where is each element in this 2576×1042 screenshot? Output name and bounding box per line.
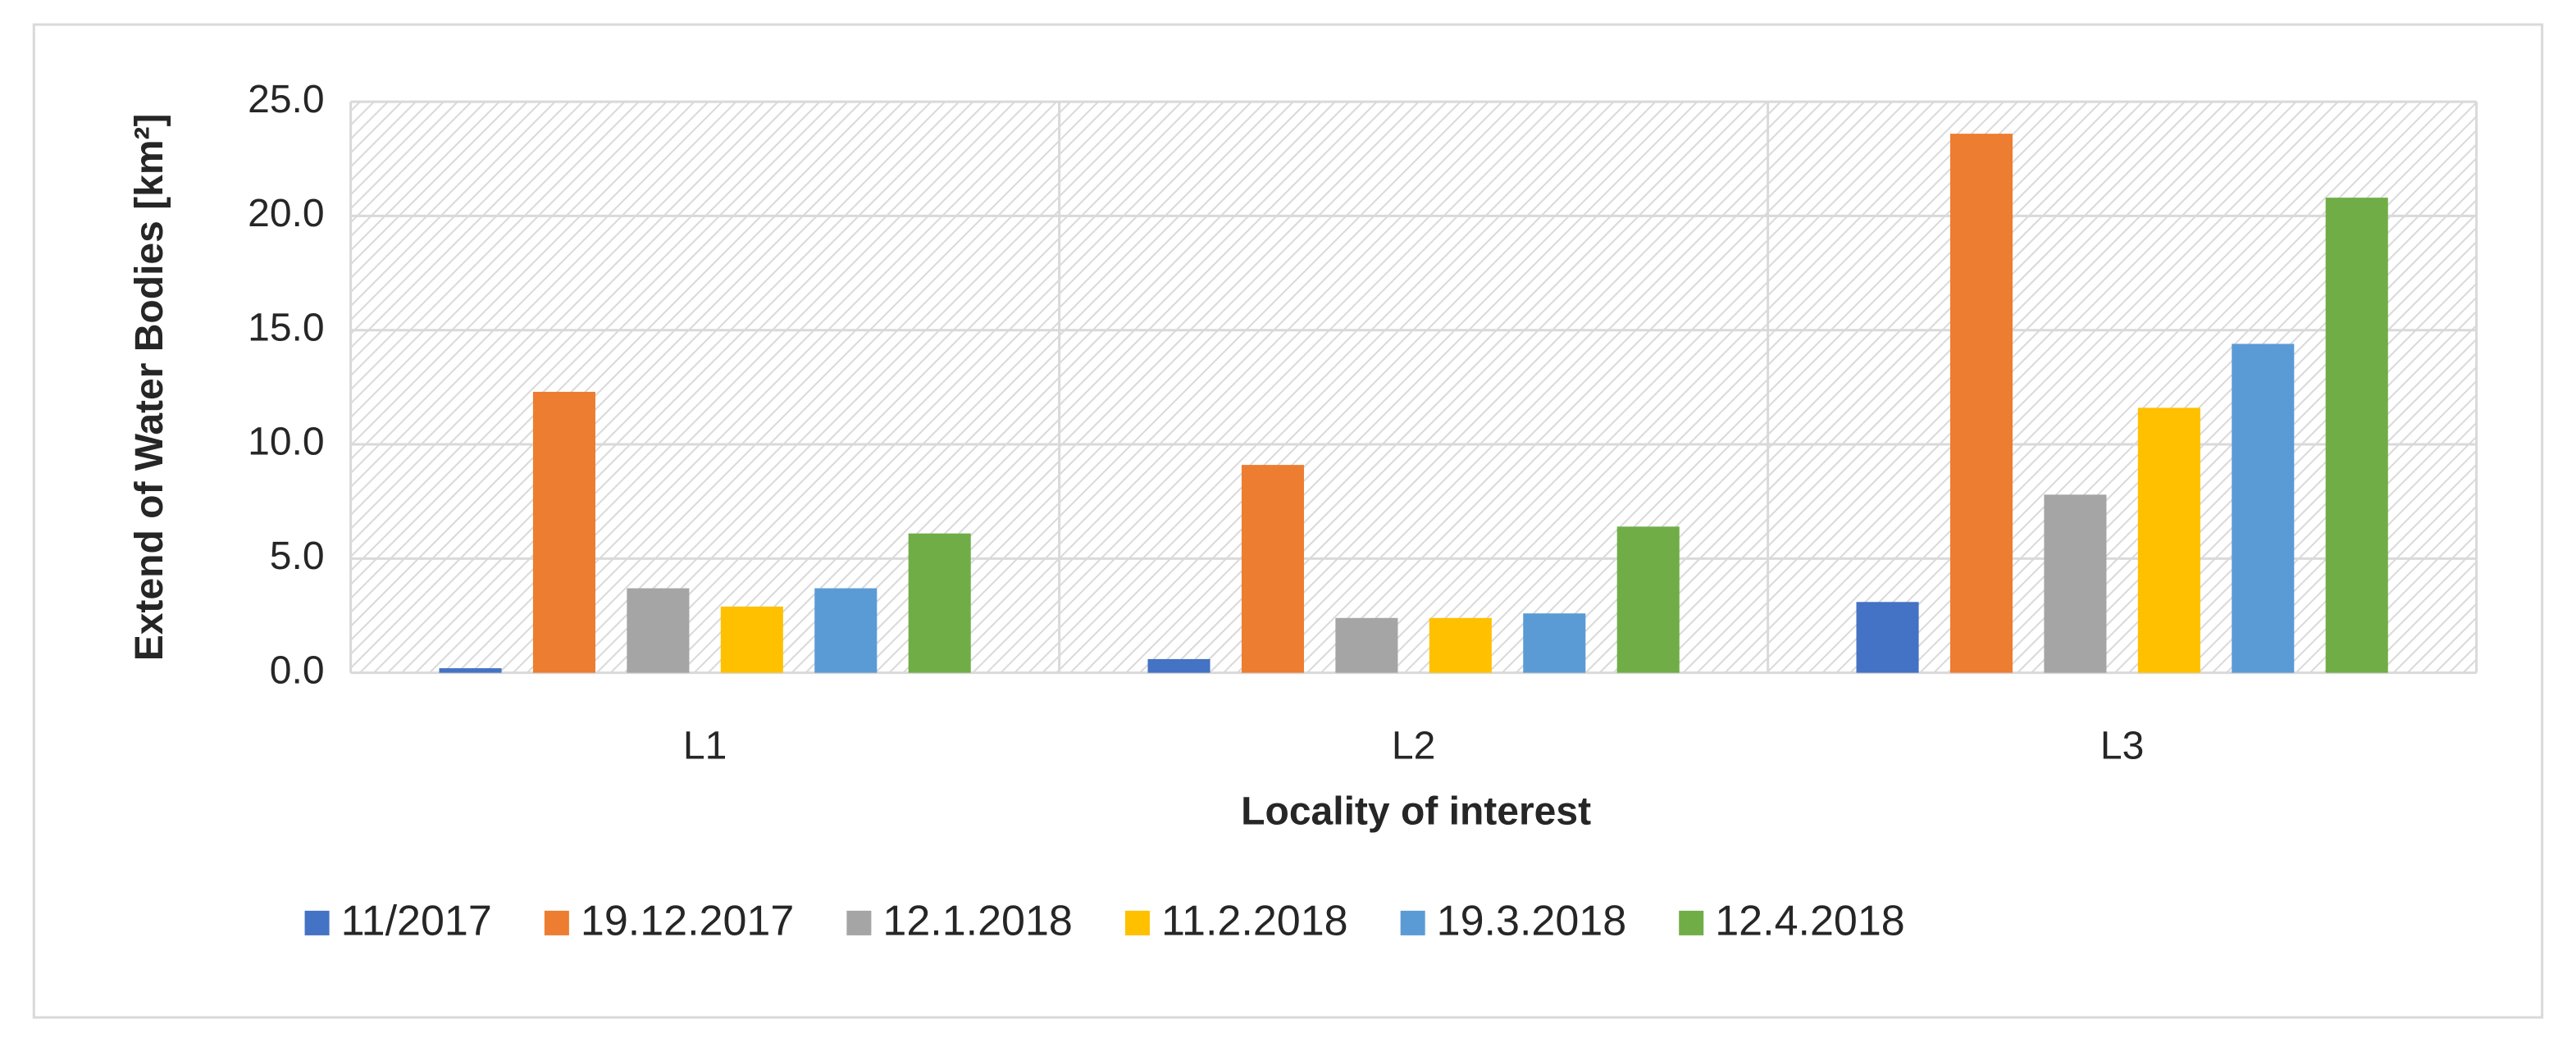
plot-area: [350, 102, 2477, 673]
x-tick-label: L3: [2100, 724, 2144, 767]
bar: [1523, 613, 1586, 673]
bar: [2137, 407, 2200, 673]
x-tick-label: L2: [1392, 724, 1435, 767]
bar: [814, 588, 878, 673]
legend-label: 12.4.2018: [1715, 898, 1904, 945]
legend-swatch: [1679, 910, 1704, 935]
legend-swatch: [1124, 910, 1150, 935]
legend-swatch: [304, 910, 330, 935]
bar: [1335, 617, 1398, 673]
legend-label: 19.12.2017: [581, 898, 794, 945]
y-tick-label: 5.0: [270, 535, 325, 578]
bar: [720, 606, 783, 673]
bar: [1616, 526, 1680, 673]
y-tick-label: 15.0: [248, 306, 324, 349]
legend-label: 19.3.2018: [1437, 898, 1626, 945]
bar: [2044, 494, 2107, 673]
x-tick-label: L1: [683, 724, 727, 767]
legend-label: 11.2.2018: [1161, 898, 1348, 945]
bar: [627, 588, 690, 673]
bar: [1856, 602, 1919, 673]
y-tick-label: 10.0: [248, 421, 324, 464]
bar: [908, 533, 971, 673]
bar: [1429, 617, 1492, 673]
legend-label: 11/2017: [341, 898, 492, 945]
bar: [439, 668, 502, 673]
bar: [2325, 198, 2388, 673]
bar: [532, 391, 595, 673]
bar: [1241, 465, 1304, 673]
y-tick-label: 20.0: [248, 192, 324, 235]
y-axis-title: Extend of Water Bodies [km²]: [128, 113, 171, 661]
bar: [2232, 344, 2295, 673]
y-tick-label: 0.0: [270, 648, 325, 692]
bar: [1949, 134, 2013, 673]
x-axis-title: Locality of interest: [1241, 789, 1591, 833]
legend-swatch: [1400, 910, 1425, 935]
legend-swatch: [846, 910, 872, 935]
y-tick-label: 25.0: [248, 78, 324, 121]
bar: [1147, 658, 1210, 673]
legend-swatch: [544, 910, 569, 935]
legend-label: 12.1.2018: [882, 898, 1072, 945]
